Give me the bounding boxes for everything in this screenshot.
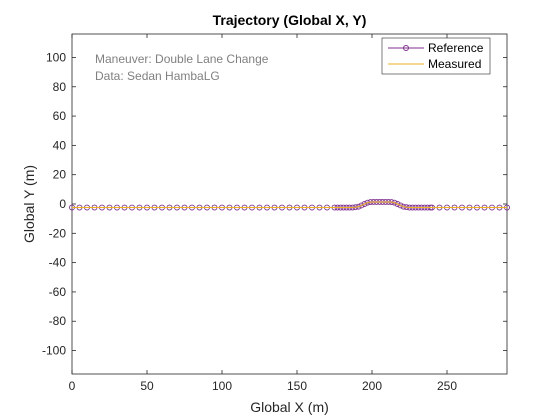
- x-tick-label-0: 0: [69, 379, 76, 393]
- y-tick-label-10: 100: [46, 50, 66, 64]
- y-tick-label-8: 60: [53, 109, 67, 123]
- legend-label-measured: Measured: [428, 57, 481, 71]
- y-tick-label-3: -40: [49, 256, 67, 270]
- x-axis-label: Global X (m): [250, 399, 329, 415]
- y-tick-label-5: 0: [59, 197, 66, 211]
- point-reference-45: [361, 201, 368, 207]
- point-reference-44: [358, 202, 365, 209]
- x-tick-label-2: 100: [212, 379, 232, 393]
- legend: Reference Measured: [381, 37, 491, 75]
- annotation-data: Data: Sedan HambaLG: [95, 69, 220, 83]
- y-tick-label-0: -100: [42, 344, 66, 358]
- series-layer: [69, 198, 510, 211]
- chart-title: Trajectory (Global X, Y): [213, 12, 367, 28]
- y-tick-label-2: -60: [49, 285, 67, 299]
- series-measured: [72, 201, 507, 209]
- x-tick-label-3: 150: [287, 379, 307, 393]
- y-axis-label: Global Y (m): [21, 165, 37, 243]
- legend-box: [381, 37, 491, 75]
- y-tick-label-6: 20: [53, 168, 67, 182]
- legend-label-reference: Reference: [428, 41, 484, 55]
- axis-ticks: 0 50 100 150 200 250 -100 -80 -60 -40 -20 0 20 40 60 80…: [42, 34, 507, 393]
- x-tick-label-5: 250: [437, 379, 457, 393]
- legend-marker-reference: [403, 45, 409, 51]
- series-line-measured: [72, 201, 507, 209]
- y-tick-label-4: -20: [49, 226, 67, 240]
- x-tick-label-1: 50: [140, 379, 154, 393]
- y-tick-label-1: -80: [49, 314, 67, 328]
- annotation-maneuver: Maneuver: Double Lane Change: [95, 52, 269, 66]
- x-tick-label-4: 200: [362, 379, 382, 393]
- plot-area: [71, 33, 508, 375]
- y-tick-label-9: 80: [53, 80, 67, 94]
- point-reference-57: [397, 202, 404, 209]
- y-tick-label-7: 40: [53, 138, 67, 152]
- point-reference-56: [394, 201, 401, 207]
